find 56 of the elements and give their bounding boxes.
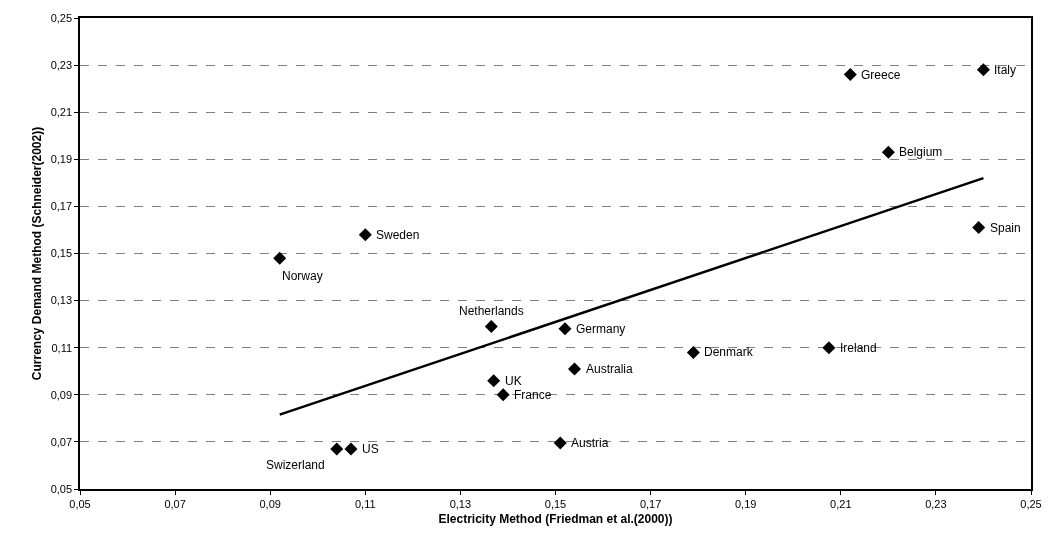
y-tick-label: 0,21 (50, 106, 73, 119)
point (496, 388, 510, 402)
y-tick-label: 0,05 (50, 482, 73, 495)
point (344, 442, 358, 456)
annotation: Denmark (704, 345, 754, 359)
x-axis-title: Electricity Method (Friedman et al.(2000)) (438, 512, 673, 527)
y-tick-label: 0,25 (50, 11, 73, 24)
annotation: Italy (994, 63, 1017, 77)
x-tick-label: 0,19 (734, 497, 757, 510)
annotation: Greece (861, 68, 901, 82)
point (487, 374, 501, 388)
x-tick-label: 0,21 (830, 497, 852, 510)
annotation: Austria (571, 436, 609, 450)
x-tick-label: 0,11 (355, 497, 376, 510)
point (330, 442, 344, 456)
y-tick-label: 0,19 (50, 153, 73, 166)
y-tick-label: 0,07 (50, 435, 73, 448)
x-tick-label: 0,15 (544, 497, 567, 510)
annotation: Germany (576, 322, 626, 336)
point (843, 68, 857, 82)
point (553, 436, 567, 450)
point (976, 63, 990, 77)
annotation: France (514, 388, 552, 402)
x-tick-label: 0,07 (164, 497, 186, 510)
annotation: Swizerland (266, 458, 325, 472)
point (558, 322, 572, 336)
y-tick-label: 0,15 (50, 247, 73, 260)
annotation: Belgium (899, 145, 943, 159)
point (273, 251, 287, 265)
annotation: UK (505, 374, 522, 388)
y-axis-title: Currency Demand Method (Schneider(2002)) (30, 126, 45, 381)
annotation: Australia (586, 362, 634, 376)
annotation: Netherlands (459, 304, 524, 318)
point (972, 221, 986, 235)
x-tick-label: 0,17 (639, 497, 662, 510)
annotation: Sweden (376, 228, 420, 242)
point (822, 341, 836, 355)
x-tick-label: 0,23 (925, 497, 947, 510)
y-tick-label: 0,13 (50, 294, 73, 307)
y-tick-label: 0,17 (50, 200, 73, 213)
annotation: Spain (990, 221, 1021, 235)
x-tick-label: 0,05 (69, 497, 91, 510)
annotation: Norway (282, 269, 323, 283)
y-tick-label: 0,09 (50, 388, 73, 401)
x-tick-label: 0,09 (259, 497, 281, 510)
x-tick-label: 0,25 (1020, 497, 1042, 510)
point (881, 145, 895, 159)
point (568, 362, 582, 376)
y-tick-label: 0,11 (51, 341, 73, 354)
annotation: US (362, 442, 379, 456)
point (686, 345, 700, 359)
point (484, 320, 498, 334)
y-tick-label: 0,23 (50, 58, 73, 71)
annotation: Ireland (840, 341, 877, 355)
point (358, 228, 372, 242)
x-tick-label: 0,13 (449, 497, 472, 510)
